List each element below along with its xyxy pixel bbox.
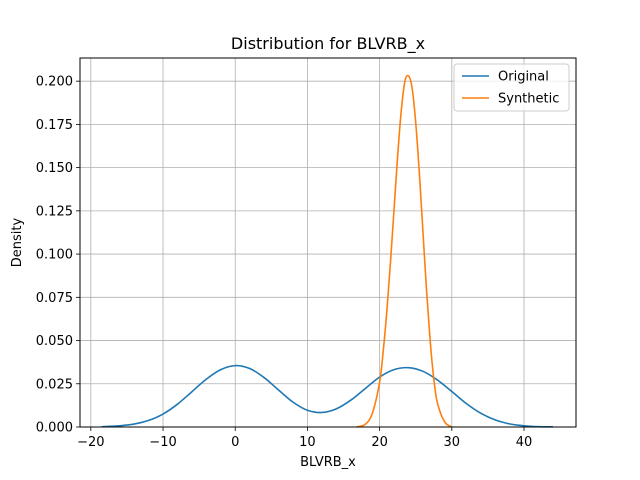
x-tick-label: 10 [299, 435, 316, 450]
x-tick-label: 40 [516, 435, 533, 450]
series-line-synthetic [356, 74, 453, 428]
plot-frame [79, 57, 577, 428]
series-line-original [101, 364, 553, 428]
chart-title: Distribution for BLVRB_x [231, 34, 425, 54]
y-tick-label: 0.075 [36, 291, 73, 306]
y-tick-label: 0.125 [36, 204, 73, 219]
y-tick-label: 0.025 [36, 377, 73, 392]
y-tick-label: 0.150 [36, 161, 73, 176]
axis-ticks: −20 −10 0 10 20 30 40 0.000 0.025 0.050 0.075 0.100… [36, 75, 533, 450]
y-tick-label: 0.050 [36, 334, 73, 349]
plot-series [101, 74, 553, 428]
legend: Original Synthetic [453, 63, 570, 112]
x-tick-label: −20 [77, 435, 104, 450]
x-tick-label: 0 [231, 435, 239, 450]
y-tick-label: 0.000 [36, 421, 73, 436]
x-tick-label: −10 [149, 435, 176, 450]
legend-label-original: Original [498, 70, 549, 85]
y-axis-label: Density [10, 217, 25, 267]
x-tick-label: 30 [444, 435, 461, 450]
y-tick-label: 0.175 [36, 118, 73, 133]
y-tick-label: 0.100 [36, 248, 73, 263]
x-axis-label: BLVRB_x [300, 455, 356, 470]
legend-label-synthetic: Synthetic [498, 92, 559, 107]
y-tick-label: 0.200 [36, 75, 73, 90]
x-tick-label: 20 [371, 435, 388, 450]
